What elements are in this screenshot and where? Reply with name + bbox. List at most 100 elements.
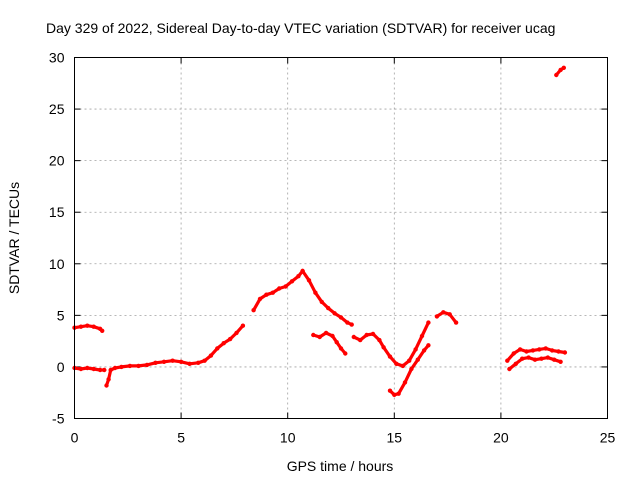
data-point [562,350,568,355]
y-tick-label: 25 [49,101,65,117]
data-point [221,341,226,346]
data-point [161,359,167,364]
y-axis-label: SDTVAR / TECUs [6,182,22,294]
series-line [388,343,430,397]
data-point [349,322,354,327]
data-point [296,274,301,279]
data-point [447,312,452,317]
data-point [387,354,393,359]
series-line [435,310,458,325]
data-point [453,320,459,325]
data-point [234,330,239,336]
data-point [394,361,399,366]
x-tick-label: 25 [600,430,616,446]
data-point [370,331,376,337]
data-point [196,360,201,365]
y-tick-label: 15 [49,204,65,220]
data-point [108,367,113,373]
data-point [319,299,324,305]
data-point [202,358,207,363]
data-point [358,337,363,343]
series-segment-3 [104,323,246,388]
data-point [381,345,386,350]
data-point [554,72,559,78]
data-point [558,67,563,73]
data-point [549,348,555,353]
series-group [72,65,568,397]
data-point [311,332,316,338]
data-point [106,377,111,382]
y-tick-label: 30 [49,50,65,66]
data-point [332,311,337,316]
data-point [170,358,175,363]
data-point [377,337,382,343]
data-point [552,357,557,362]
data-point [313,290,318,295]
series-segment-6 [311,330,348,356]
data-point [507,366,512,372]
data-point [343,351,348,356]
data-point [334,340,339,345]
data-point [526,355,531,360]
data-point [330,333,335,339]
series-segment-8 [387,343,431,397]
data-point [127,363,133,369]
data-point [413,347,418,352]
data-point [426,320,431,325]
data-point [317,334,322,340]
data-point [91,366,96,372]
data-point [136,363,141,369]
series-segment-5 [300,268,354,327]
data-point [306,278,312,283]
data-point [524,349,529,354]
data-point [434,314,440,319]
data-point [511,351,516,356]
data-point [396,391,401,396]
data-point [543,346,548,351]
x-axis-label: GPS time / hours [287,458,394,474]
data-point [400,363,405,369]
data-point [78,324,84,329]
data-point [441,310,446,315]
data-point [338,346,344,351]
data-point [112,365,118,371]
data-point [520,356,525,361]
data-point [85,365,90,371]
data-point [104,383,109,388]
series-segment-7 [351,320,431,369]
data-point [215,346,220,351]
y-tick-label: 0 [57,359,65,375]
y-tick-label: 5 [57,307,65,323]
data-point [338,315,344,320]
y-tick-label: 10 [49,256,65,272]
data-point [402,380,408,385]
data-point [407,358,412,363]
data-point [419,333,425,339]
data-point [539,356,544,361]
data-point [178,359,184,364]
data-point [227,336,233,342]
data-point [426,343,431,348]
series-segment-12 [554,65,566,78]
series-line [252,269,305,312]
data-point [421,348,427,353]
data-point [387,388,393,393]
x-tick-label: 20 [493,430,509,446]
data-point [208,353,214,358]
data-point [289,279,295,284]
data-point [517,347,523,352]
data-point [257,296,263,302]
data-point [270,290,275,295]
data-point [513,361,518,366]
data-point [545,355,550,360]
x-tick-label: 15 [387,430,403,446]
series-line [104,324,245,388]
data-point [537,347,542,352]
data-point [505,358,510,363]
data-point [144,362,150,368]
series-segment-2 [72,365,107,373]
data-point [78,366,84,372]
data-point [351,334,356,340]
x-tick-label: 10 [280,430,296,446]
